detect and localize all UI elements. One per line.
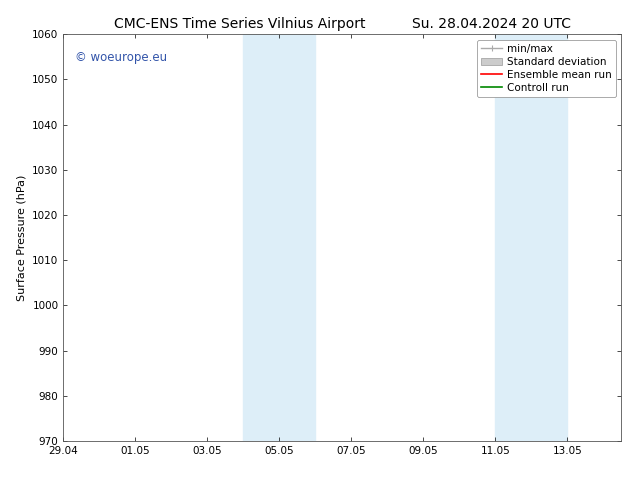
Y-axis label: Surface Pressure (hPa): Surface Pressure (hPa) [16,174,27,301]
Text: CMC-ENS Time Series Vilnius Airport: CMC-ENS Time Series Vilnius Airport [114,17,366,31]
Bar [243,34,315,441]
Legend: min/max, Standard deviation, Ensemble mean run, Controll run: min/max, Standard deviation, Ensemble me… [477,40,616,97]
Text: © woeurope.eu: © woeurope.eu [75,50,167,64]
Text: Su. 28.04.2024 20 UTC: Su. 28.04.2024 20 UTC [412,17,571,31]
Bar [495,34,567,441]
